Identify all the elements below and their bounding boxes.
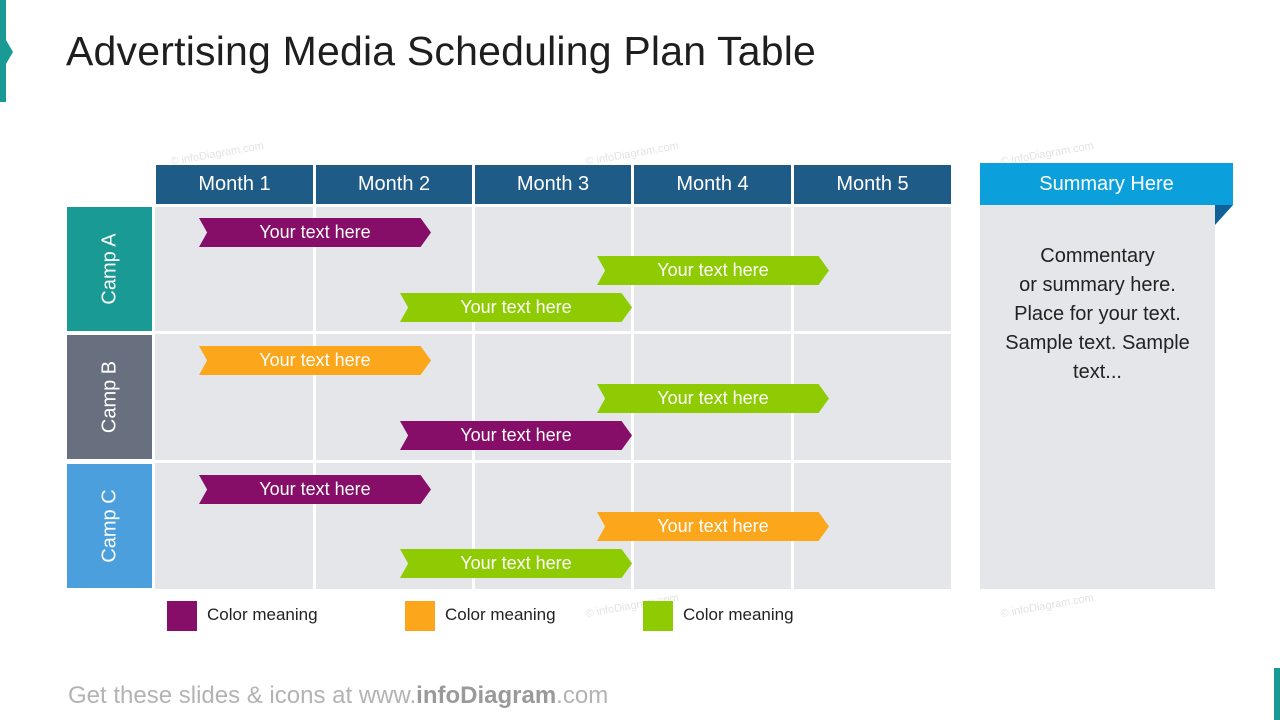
grid-divider [155, 460, 951, 463]
legend-label: Color meaning [207, 605, 318, 624]
legend-label: Color meaning [445, 605, 556, 624]
watermark: © infoDiagram.com [169, 139, 265, 169]
month-header: Month 3 [475, 165, 631, 204]
schedule-bar: Your text here [597, 512, 829, 541]
legend-swatch-green [643, 601, 673, 631]
title-accent-bar [0, 0, 6, 102]
month-header: Month 5 [794, 165, 951, 204]
watermark: © infoDiagram.com [584, 139, 680, 169]
title-accent-arrow [6, 40, 13, 64]
footer-text: Get these slides & icons at www.infoDiag… [68, 682, 609, 709]
grid-divider [313, 207, 316, 589]
summary-fold [1215, 205, 1233, 225]
schedule-bar: Your text here [199, 218, 431, 247]
month-header: Month 4 [634, 165, 791, 204]
grid-divider [155, 331, 951, 334]
camp-b-label: Camp B [67, 335, 152, 459]
summary-panel [980, 205, 1215, 589]
legend-label: Color meaning [683, 605, 794, 624]
schedule-bar: Your text here [199, 346, 431, 375]
corner-accent [1274, 668, 1280, 720]
legend-swatch-orange [405, 601, 435, 631]
schedule-bar: Your text here [597, 384, 829, 413]
schedule-bar: Your text here [199, 475, 431, 504]
schedule-grid [155, 207, 951, 589]
summary-title: Summary Here [980, 163, 1233, 205]
watermark: © infoDiagram.com [999, 591, 1095, 621]
legend-swatch-purple [167, 601, 197, 631]
schedule-bar: Your text here [400, 421, 632, 450]
summary-text: Commentary or summary here. Place for yo… [1005, 245, 1190, 383]
grid-divider [472, 207, 475, 589]
month-header: Month 1 [156, 165, 313, 204]
camp-a-label: Camp A [67, 207, 152, 331]
schedule-bar: Your text here [597, 256, 829, 285]
schedule-bar: Your text here [400, 549, 632, 578]
schedule-bar: Your text here [400, 293, 632, 322]
month-header: Month 2 [316, 165, 472, 204]
slide-title: Advertising Media Scheduling Plan Table [66, 28, 817, 74]
camp-c-label: Camp C [67, 464, 152, 588]
